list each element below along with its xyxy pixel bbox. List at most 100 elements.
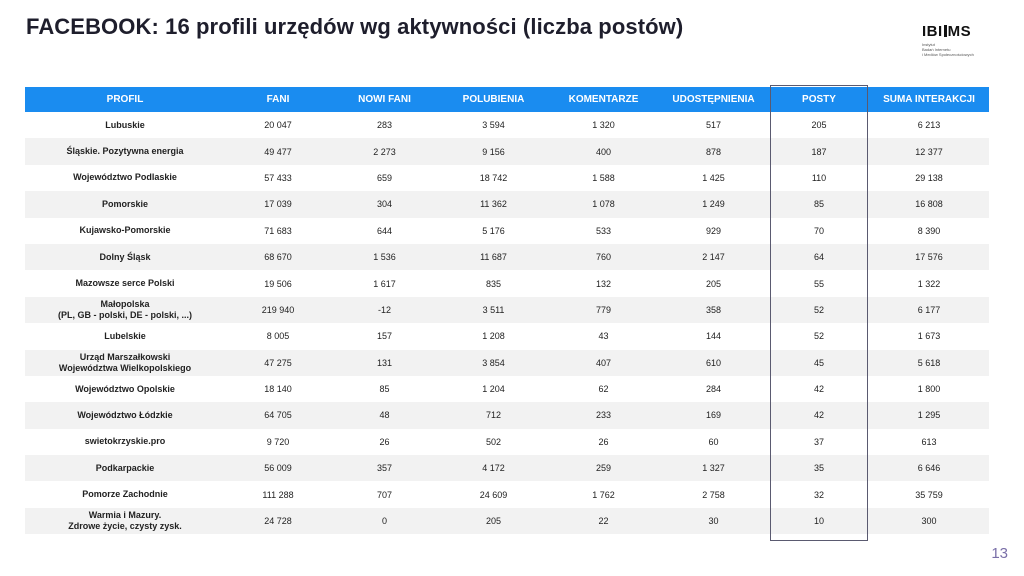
cell-udostepnienia: 610 xyxy=(658,349,769,376)
cell-polubienia: 3 854 xyxy=(438,349,549,376)
header-suma-interakcji: SUMA INTERAKCJI xyxy=(869,87,989,112)
cell-posty: 55 xyxy=(813,278,824,289)
cell-posty: 52 xyxy=(813,331,824,342)
cell-polubienia: 24 609 xyxy=(479,489,508,500)
cell-polubienia: 3 511 xyxy=(438,296,549,324)
page-number: 13 xyxy=(991,545,1008,562)
cell-nowi-fani: 1 617 xyxy=(373,278,396,289)
cell-komentarze: 1 320 xyxy=(592,120,615,131)
profiles-table: PROFIL FANI NOWI FANI POLUBIENIA KOMENTA… xyxy=(25,87,989,535)
table-row: Śląskie. Pozytywna energia 49 477 2 273 9 1… xyxy=(25,138,989,165)
profiles-table-container: PROFIL FANI NOWI FANI POLUBIENIA KOMENTA… xyxy=(25,87,989,535)
cell-suma: 16 808 xyxy=(869,191,989,218)
cell-udostepnienia: 878 xyxy=(658,138,769,165)
cell-profil: Województwo Opolskie xyxy=(25,376,225,402)
cell-posty: 187 xyxy=(769,138,869,165)
cell-profil: Województwo Podlaskie xyxy=(25,165,225,191)
profile-name-line: Lubelskie xyxy=(104,330,146,341)
cell-profil: Pomorze Zachodnie xyxy=(25,481,225,507)
cell-polubienia: 3 594 xyxy=(482,120,505,131)
profile-name-line: Podkarpackie xyxy=(95,462,155,473)
cell-polubienia: 502 xyxy=(485,436,502,447)
logo-subtitle-line: Instytut xyxy=(922,42,935,47)
cell-komentarze: 407 xyxy=(549,349,658,376)
cell-polubienia: 5 176 xyxy=(482,225,505,236)
cell-udostepnienia: 929 xyxy=(705,225,722,236)
profile-name-line: Lubuskie xyxy=(105,119,145,130)
table-row: Pomorze Zachodnie 111 288 707 24 609 1 762 2 … xyxy=(25,481,989,507)
logo-word-right: MS xyxy=(947,23,972,40)
logo-wordmark: IBI MS xyxy=(922,24,1002,40)
cell-udostepnienia: 358 xyxy=(658,296,769,324)
cell-komentarze: 132 xyxy=(595,278,612,289)
cell-komentarze: 43 xyxy=(598,331,609,342)
logo-subtitle: Instytut Badań Internetu i Mediów Społec… xyxy=(922,42,1002,57)
cell-nowi-fani: 0 xyxy=(331,507,438,535)
cell-nowi-fani: -12 xyxy=(331,296,438,324)
cell-udostepnienia: 1 327 xyxy=(658,455,769,482)
cell-komentarze: 62 xyxy=(598,384,609,395)
cell-polubienia: 18 742 xyxy=(479,172,508,183)
cell-fani: 9 720 xyxy=(266,436,290,447)
cell-suma: 8 390 xyxy=(917,225,941,236)
cell-fani: 219 940 xyxy=(225,296,331,324)
cell-fani: 8 005 xyxy=(266,331,290,342)
cell-nowi-fani: 26 xyxy=(379,436,390,447)
cell-komentarze: 1 588 xyxy=(592,172,615,183)
cell-suma: 1 673 xyxy=(917,331,941,342)
cell-suma: 1 800 xyxy=(917,384,941,395)
cell-udostepnienia: 30 xyxy=(658,507,769,535)
cell-polubienia: 9 156 xyxy=(438,138,549,165)
ibims-logo: IBI MS Instytut Badań Internetu i Mediów … xyxy=(922,24,1002,58)
cell-komentarze: 22 xyxy=(549,507,658,535)
cell-suma: 6 213 xyxy=(917,120,941,131)
cell-udostepnienia: 205 xyxy=(705,278,722,289)
cell-suma: 6 177 xyxy=(869,296,989,324)
header-profil: PROFIL xyxy=(25,87,225,112)
cell-nowi-fani: 48 xyxy=(331,402,438,429)
cell-udostepnienia: 169 xyxy=(658,402,769,429)
cell-suma: 1 295 xyxy=(869,402,989,429)
cell-fani: 56 009 xyxy=(225,455,331,482)
cell-komentarze: 760 xyxy=(549,243,658,271)
cell-polubienia: 712 xyxy=(438,402,549,429)
cell-udostepnienia: 517 xyxy=(705,120,722,131)
table-body: Lubuskie 20 047 283 3 594 1 320 517 205 6 213 Śl… xyxy=(25,112,989,535)
cell-suma: 17 576 xyxy=(869,243,989,271)
profile-name-line: Śląskie. Pozytywna energia xyxy=(66,146,184,157)
cell-fani: 49 477 xyxy=(225,138,331,165)
table-row: swietokrzyskie.pro 9 720 26 502 26 60 37 613 xyxy=(25,429,989,455)
cell-fani: 24 728 xyxy=(225,507,331,535)
cell-suma: 6 646 xyxy=(869,455,989,482)
header-komentarze: KOMENTARZE xyxy=(549,87,658,112)
profile-name-line: (PL, GB - polski, DE - polski, ...) xyxy=(57,309,192,320)
profile-name-line: Kujawsko-Pomorskie xyxy=(79,225,171,236)
cell-posty: 52 xyxy=(769,296,869,324)
table-header-row: PROFIL FANI NOWI FANI POLUBIENIA KOMENTA… xyxy=(25,87,989,112)
cell-fani: 71 683 xyxy=(264,225,292,236)
cell-suma: 300 xyxy=(869,507,989,535)
profile-name-line: Pomorskie xyxy=(101,198,149,209)
cell-udostepnienia: 2 147 xyxy=(658,243,769,271)
cell-fani: 68 670 xyxy=(225,243,331,271)
cell-nowi-fani: 85 xyxy=(379,384,390,395)
cell-nowi-fani: 304 xyxy=(331,191,438,218)
cell-udostepnienia: 1 425 xyxy=(702,172,725,183)
profile-name-line: Urząd Marszałkowski xyxy=(79,351,171,362)
cell-fani: 20 047 xyxy=(264,120,292,131)
cell-posty: 37 xyxy=(813,436,824,447)
cell-polubienia: 11 362 xyxy=(438,191,549,218)
cell-fani: 111 288 xyxy=(262,489,294,500)
cell-posty: 205 xyxy=(811,120,827,131)
cell-polubienia: 11 687 xyxy=(438,243,549,271)
cell-udostepnienia: 284 xyxy=(705,384,722,395)
cell-nowi-fani: 707 xyxy=(376,489,393,500)
table-row: Urząd Marszałkowski Województwa Wielkopol… xyxy=(25,349,989,376)
table-row: Warmia i Mazury. Zdrowe życie, czysty zys… xyxy=(25,507,989,535)
header-nowi-fani: NOWI FANI xyxy=(331,87,438,112)
cell-nowi-fani: 644 xyxy=(376,225,393,236)
table-row: Małopolska (PL, GB - polski, DE - polski,… xyxy=(25,296,989,324)
table-row: Województwo Opolskie 18 140 85 1 204 62 284 42… xyxy=(25,376,989,402)
logo-bar-icon xyxy=(943,25,947,37)
logo-word-left: IBI xyxy=(922,23,943,40)
